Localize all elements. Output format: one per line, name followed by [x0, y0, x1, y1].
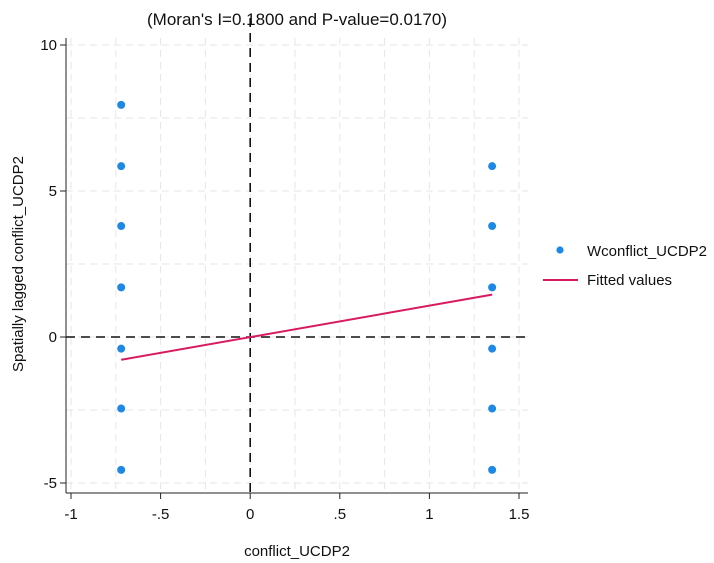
y-axis-label: Spatially lagged conflict_UCDP2 — [10, 156, 27, 372]
grid — [66, 38, 528, 493]
y-tick-label-1: 0 — [49, 329, 57, 346]
data-point-2 — [117, 222, 126, 231]
x-tick-label-2: 0 — [246, 506, 254, 523]
x-tick-label-4: 1 — [425, 506, 433, 523]
data-point-3 — [117, 283, 126, 292]
x-tick-label-3: .5 — [334, 506, 347, 523]
data-point-6 — [117, 465, 126, 474]
data-point-10 — [488, 344, 497, 353]
legend: Wconflict_UCDP2 Fitted values — [543, 243, 707, 289]
fitted-values-line — [121, 293, 493, 361]
data-point-7 — [488, 162, 497, 171]
x-tick-label-5: 1.5 — [509, 506, 530, 523]
axes: -1 -.5 0 .5 1 1.5 -5 0 5 10 — [40, 37, 529, 523]
chart-title: (Moran's I=0.1800 and P-value=0.0170) — [147, 10, 447, 29]
x-tick-label-1: -.5 — [152, 506, 170, 523]
data-point-0 — [117, 100, 126, 109]
y-tick-label-0: -5 — [44, 475, 57, 492]
legend-label-wconflict: Wconflict_UCDP2 — [587, 243, 707, 260]
plot-data — [66, 18, 528, 493]
x-tick-label-0: -1 — [64, 506, 77, 523]
y-tick-label-3: 10 — [40, 37, 57, 54]
legend-label-fitted: Fitted values — [587, 272, 672, 289]
y-tick-label-2: 5 — [49, 183, 57, 200]
data-point-5 — [117, 404, 126, 413]
data-point-12 — [488, 465, 497, 474]
data-point-8 — [488, 222, 497, 231]
legend-marker-wconflict — [556, 246, 564, 254]
data-point-9 — [488, 283, 497, 292]
data-point-11 — [488, 404, 497, 413]
x-axis-label: conflict_UCDP2 — [244, 543, 350, 560]
data-point-4 — [117, 344, 126, 353]
data-point-1 — [117, 162, 126, 171]
